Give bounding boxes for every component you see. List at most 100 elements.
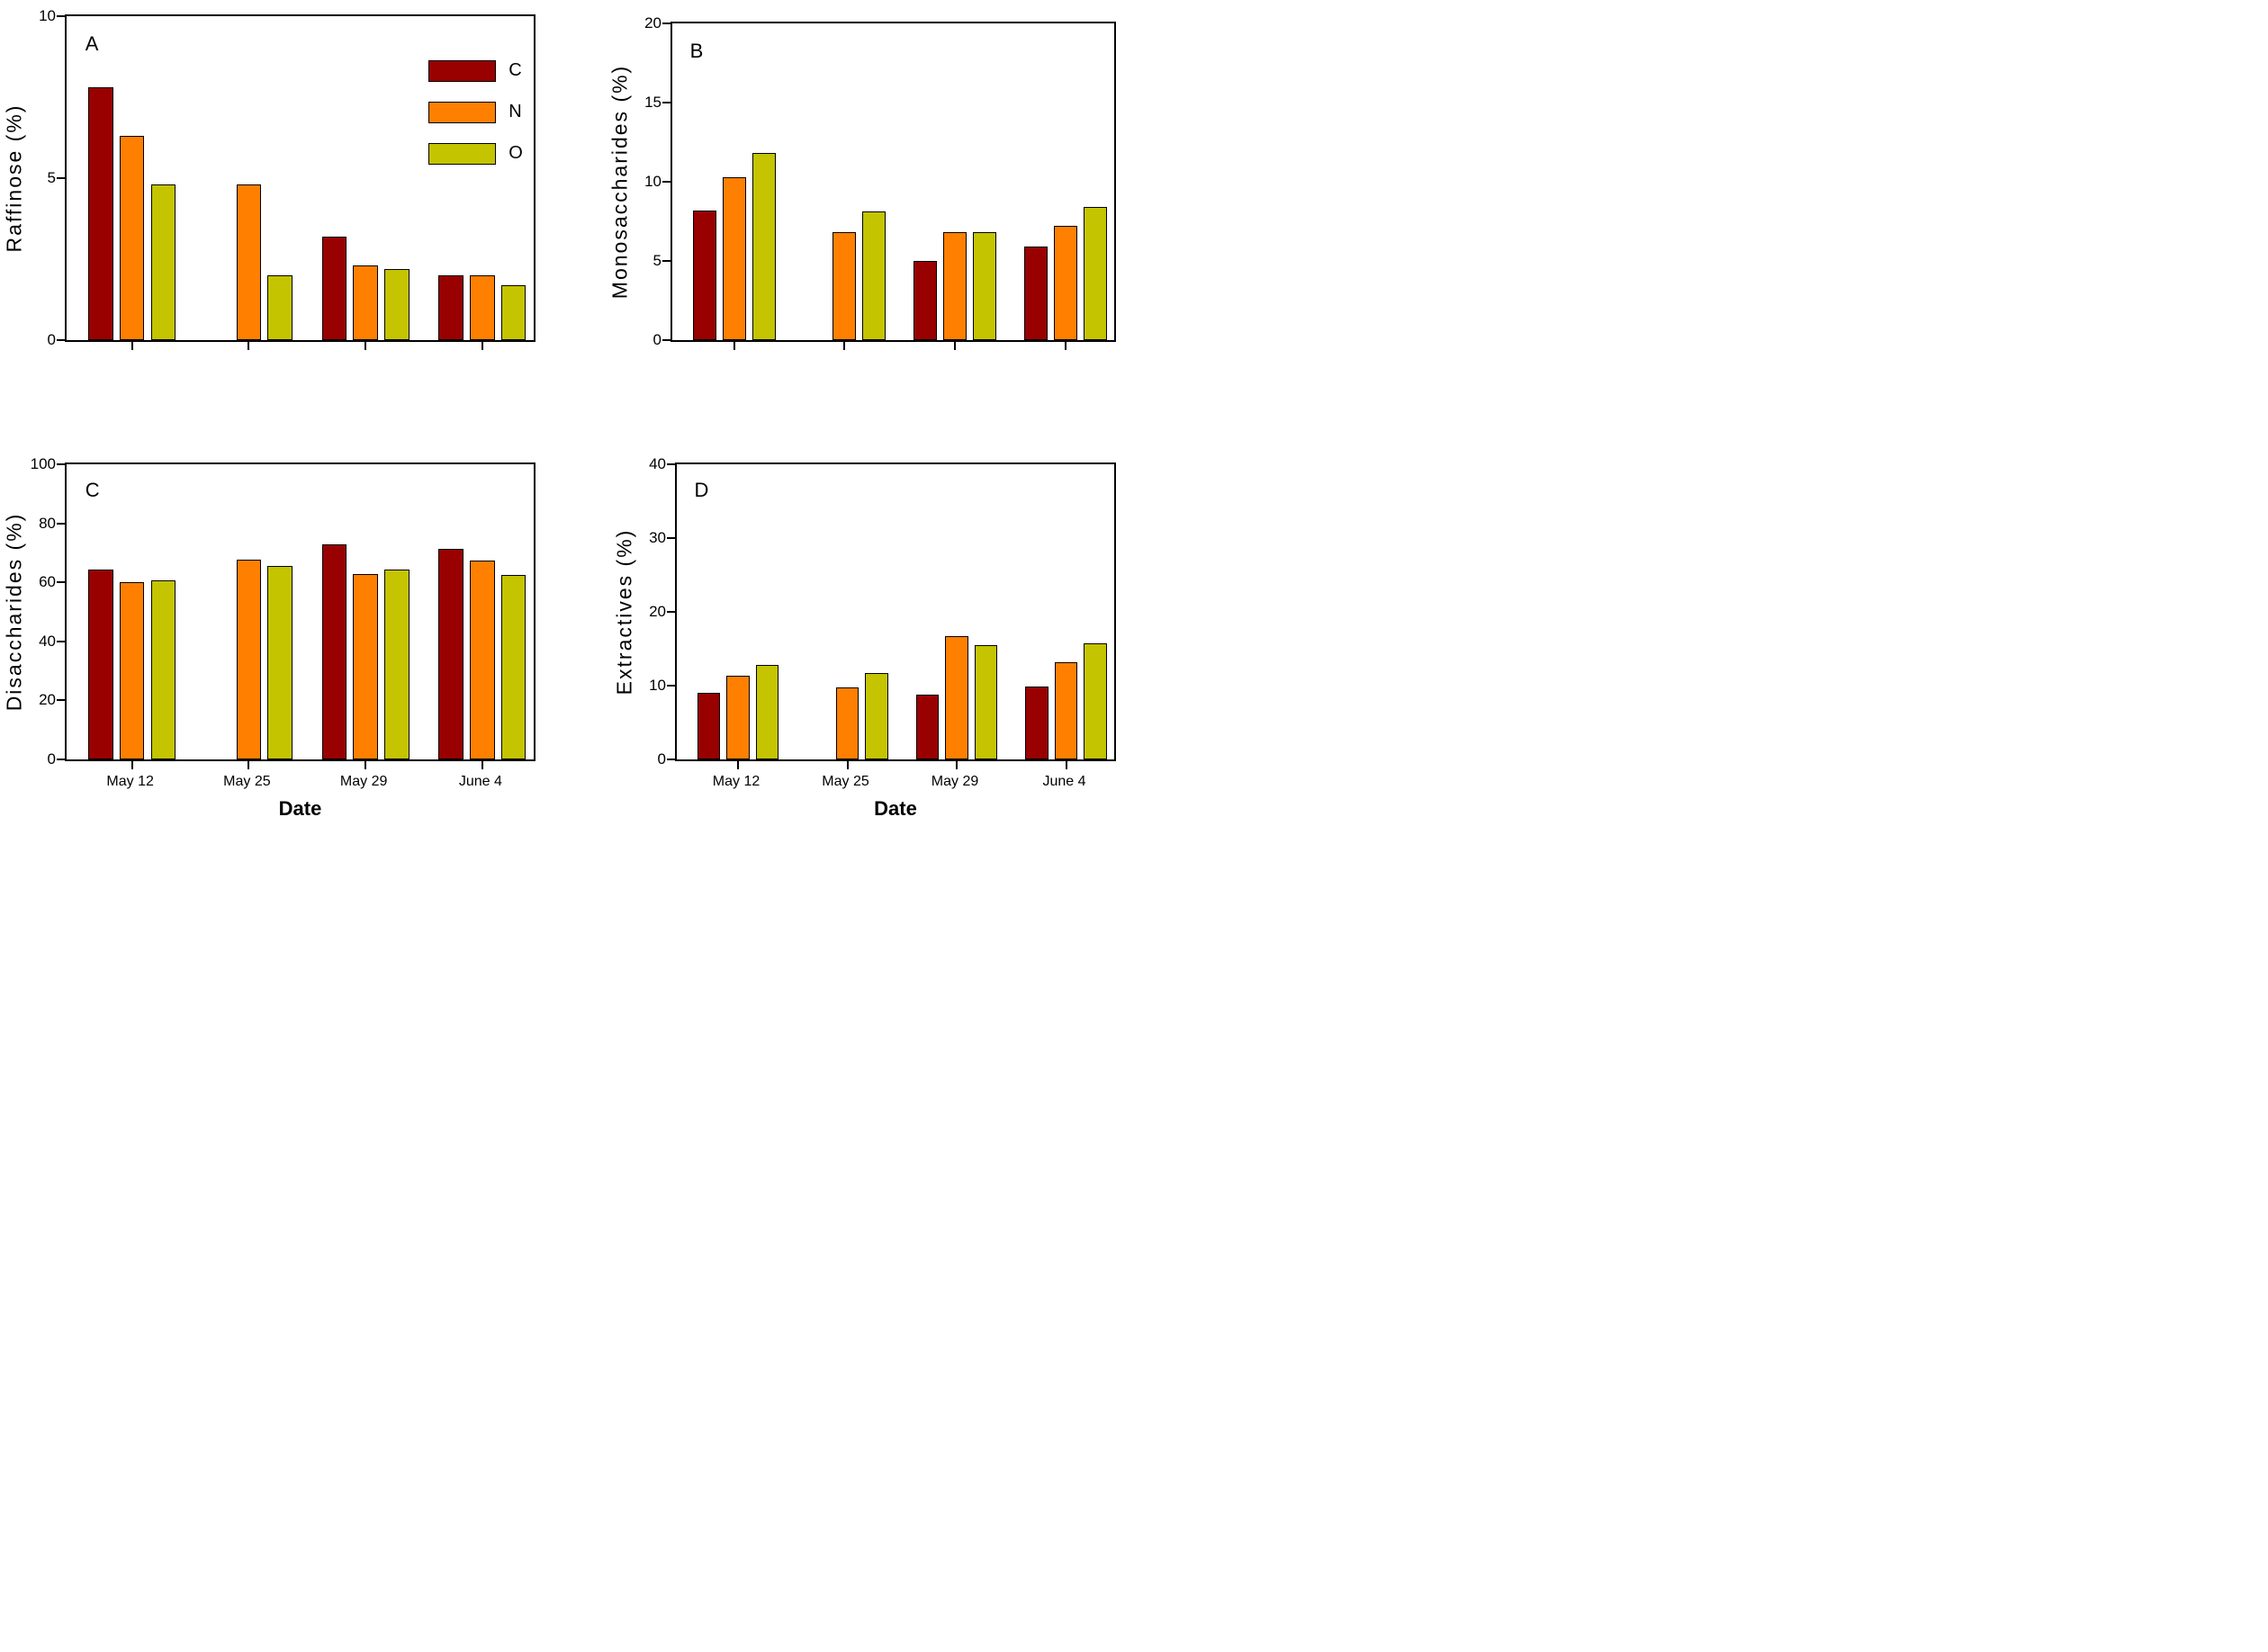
y-tick-label: 40 [649,455,666,472]
panel-a: Raffinose (%) A C N O 0 5 10 [3,7,536,350]
bar-o-may-25 [267,566,292,759]
y-tick-mark [662,102,670,103]
y-axis-label: Monosaccharides (%) [608,64,632,300]
y-tick-label: 20 [39,691,56,709]
legend-swatch-c [428,59,497,82]
x-tick-label: May 29 [339,774,388,789]
y-tick-label: 40 [39,632,56,650]
y-tick-label: 60 [39,573,56,591]
bar-c-may-12 [697,693,721,759]
plot-area-c: C 0 20 40 60 80 100 [31,455,536,769]
bar-c-may-12 [88,570,113,759]
x-tick-mark [956,761,958,769]
panel-c: Disaccharides (%) C 0 20 40 60 80 100 Date Ma… [3,455,536,820]
legend-item-o: O [428,142,523,165]
bar-n-june-4 [1054,661,1078,759]
x-tick-mark [481,761,483,769]
bar-n-may-12 [119,136,145,340]
y-tick-label: 20 [644,14,662,31]
x-tick-label: May 12 [106,774,154,789]
x-tick-mark [1064,342,1066,350]
y-tick-mark [667,463,675,465]
plot-area-a: A C N O 0 5 10 [39,7,536,350]
y-tick-label: 10 [644,173,662,190]
bar-o-june-4 [1084,643,1107,759]
bar-o-may-29 [974,644,998,759]
bar-o-may-29 [384,268,410,340]
x-axis-title: Date [874,797,917,820]
bar-c-june-4 [1024,247,1048,340]
bar-o-june-4 [500,284,526,340]
legend-item-n: N [428,101,523,123]
y-tick-mark [57,15,65,17]
y-tick-label: 5 [47,169,56,186]
y-tick-mark [57,699,65,702]
x-tick-mark [954,342,957,350]
x-tick-mark [364,342,367,350]
y-tick-mark [57,522,65,525]
x-tick-label: May 12 [712,774,760,789]
bar-c-june-4 [438,275,464,340]
x-tick-label: June 4 [1042,774,1086,789]
panel-letter: A [85,32,99,55]
y-tick-mark [57,759,65,760]
x-tick-label: May 25 [822,774,869,789]
legend: C N O [428,59,523,184]
x-axis-title: Date [278,797,322,820]
bar-o-may-12 [755,665,779,759]
y-tick-label: 15 [644,94,662,111]
x-tick-label: May 29 [931,774,979,789]
x-tick-mark [843,342,846,350]
panel-d: Extractives (%) D 0 10 20 30 40 Date May 12 M… [613,455,1116,820]
x-tick-mark [737,761,740,769]
bar-o-may-29 [973,232,997,340]
bar-c-may-12 [692,210,716,340]
y-axis-label: Extractives (%) [612,528,636,696]
bar-n-june-4 [470,275,495,340]
bar-n-june-4 [1053,226,1077,340]
bar-o-may-29 [384,569,410,759]
y-tick-label: 10 [39,7,56,24]
x-tick-label: June 4 [458,774,502,789]
y-tick-label: 0 [47,331,56,348]
bar-c-may-29 [321,236,347,340]
x-tick-mark [248,761,250,769]
y-tick-mark [57,640,65,642]
y-tick-mark [667,759,675,760]
bar-n-may-25 [835,687,860,759]
bar-c-june-4 [438,549,464,759]
bar-o-may-25 [862,211,886,340]
y-tick-mark [57,177,65,179]
bar-c-june-4 [1025,686,1048,759]
y-tick-label: 30 [649,529,666,546]
bar-c-may-29 [321,544,347,759]
y-tick-label: 5 [652,252,662,269]
y-tick-label: 100 [30,455,56,472]
figure: Raffinose (%) A C N O 0 5 10 Monosaccharid [0,0,1134,826]
legend-label-o: O [508,143,523,164]
panel-b: Monosaccharides (%) B 0 5 10 15 20 [608,14,1116,350]
bar-n-may-25 [236,560,262,759]
bar-o-may-12 [150,580,176,759]
bar-n-may-25 [832,232,857,340]
x-tick-mark [130,761,133,769]
bar-c-may-29 [914,261,938,340]
y-tick-mark [667,685,675,687]
bar-n-may-12 [119,581,145,759]
x-tick-mark [364,761,367,769]
y-tick-mark [57,581,65,584]
y-tick-mark [57,339,65,341]
bar-c-may-12 [88,87,113,340]
bar-c-may-29 [915,694,940,759]
bar-n-may-25 [236,184,262,340]
legend-label-c: C [508,60,522,81]
x-tick-mark [248,342,250,350]
y-tick-label: 10 [649,677,666,694]
x-tick-mark [481,342,483,350]
bar-n-may-29 [353,573,378,759]
panel-letter: B [689,39,704,62]
y-tick-mark [57,463,65,465]
y-tick-label: 80 [39,514,56,532]
y-axis-label: Disaccharides (%) [2,512,26,712]
y-tick-mark [662,339,670,341]
